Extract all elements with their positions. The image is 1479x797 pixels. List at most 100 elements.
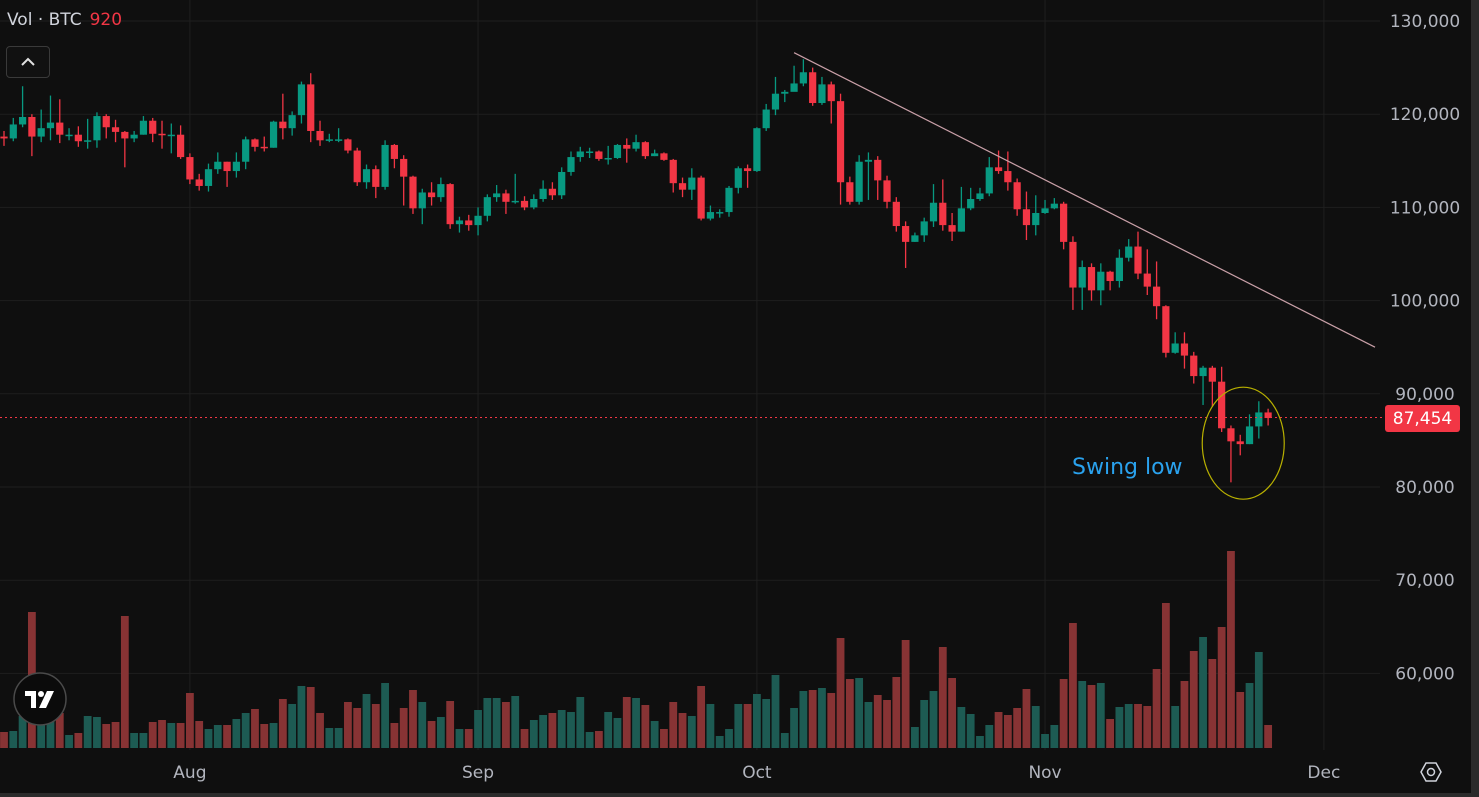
candle-body[interactable] [446,184,454,225]
candle-body[interactable] [985,167,993,194]
candle-body[interactable] [74,134,82,142]
candle-body[interactable] [409,176,417,209]
candle-body[interactable] [455,220,464,225]
candle-body[interactable] [669,159,677,184]
candle-body[interactable] [790,83,798,92]
candle-body[interactable] [771,93,780,110]
candle-body[interactable] [1013,182,1021,210]
candle-body[interactable] [1162,306,1170,353]
candle-body[interactable] [1022,209,1031,226]
candle-body[interactable] [242,139,250,162]
candle-body[interactable] [753,128,761,172]
candle-body[interactable] [288,115,296,129]
candle-body[interactable] [520,200,529,208]
candle-body[interactable] [427,192,436,198]
candle-body[interactable] [874,159,882,181]
candle-body[interactable] [204,169,213,186]
candle-body[interactable] [46,122,55,129]
trendline[interactable] [793,52,1376,348]
candle-body[interactable] [195,179,203,186]
candle-body[interactable] [1041,208,1049,213]
candle-body[interactable] [1264,412,1272,419]
candle-body[interactable] [678,183,687,190]
candle-body[interactable] [111,127,120,132]
candle-body[interactable] [167,134,175,137]
candle-body[interactable] [1078,267,1086,288]
candle-body[interactable] [269,121,278,148]
candle-body[interactable] [623,144,631,149]
candle-body[interactable] [567,157,575,172]
candle-body[interactable] [846,182,854,202]
candle-body[interactable] [632,142,640,149]
candle-body[interactable] [576,151,584,158]
candle-body[interactable] [158,133,166,136]
candle-body[interactable] [1199,367,1207,377]
candle-body[interactable] [223,161,231,172]
candle-body[interactable] [381,144,389,187]
candle-body[interactable] [734,168,742,188]
candle-body[interactable] [502,193,510,202]
candle-body[interactable] [920,221,928,236]
candle-body[interactable] [232,161,240,172]
candle-body[interactable] [474,215,482,226]
candle-body[interactable] [1050,203,1058,209]
candle-body[interactable] [883,180,891,202]
candle-body[interactable] [539,188,547,200]
swing-low-annotation[interactable]: Swing low [1072,455,1183,480]
swing-low-ellipse[interactable] [1201,386,1285,500]
candle-body[interactable] [493,193,501,198]
candle-body[interactable] [1152,286,1161,307]
candle-body[interactable] [762,109,770,129]
candle-body[interactable] [297,84,306,116]
candle-body[interactable] [585,151,594,153]
candle-body[interactable] [372,169,380,187]
candle-body[interactable] [353,150,361,183]
candle-body[interactable] [1190,355,1198,377]
candle-body[interactable] [9,124,17,139]
candle-body[interactable] [437,184,445,198]
candle-body[interactable] [1180,343,1189,356]
candle-body[interactable] [1106,271,1114,282]
candle-body[interactable] [548,188,557,196]
candle-body[interactable] [130,134,138,139]
candle-body[interactable] [957,208,965,232]
candle-body[interactable] [809,72,817,104]
candle-body[interactable] [28,116,36,137]
candle-body[interactable] [994,167,1003,172]
candle-body[interactable] [1245,426,1254,445]
candle-body[interactable] [84,140,92,142]
candle-body[interactable] [316,130,324,141]
candle-body[interactable] [186,157,194,180]
candle-body[interactable] [214,161,222,170]
candle-body[interactable] [781,91,789,94]
candle-body[interactable] [511,200,519,203]
candle-body[interactable] [1115,257,1123,282]
candle-body[interactable] [613,144,622,159]
candle-body[interactable] [818,84,826,104]
candle-body[interactable] [697,177,705,219]
candle-body[interactable] [1069,241,1077,288]
candle-body[interactable] [93,116,101,141]
candle-body[interactable] [344,139,352,151]
candle-body[interactable] [595,151,603,159]
candle-body[interactable] [56,122,64,135]
candle-body[interactable] [939,202,947,226]
candle-body[interactable] [418,192,426,209]
candle-body[interactable] [688,177,696,190]
candle-body[interactable] [706,212,715,219]
candle-body[interactable] [976,193,984,200]
candle-body[interactable] [864,159,873,162]
candle-body[interactable] [1255,412,1263,427]
candle-body[interactable] [325,139,333,141]
settings-hexagon-icon[interactable] [1420,762,1442,782]
candle-body[interactable] [1208,367,1216,382]
candle-body[interactable] [836,101,845,183]
candle-body[interactable] [1171,343,1179,353]
candle-body[interactable] [967,199,975,209]
candle-body[interactable] [948,225,956,232]
candle-body[interactable] [1218,381,1226,429]
candle-body[interactable] [725,187,733,213]
candle-body[interactable] [929,202,938,222]
candle-body[interactable] [1125,246,1133,258]
